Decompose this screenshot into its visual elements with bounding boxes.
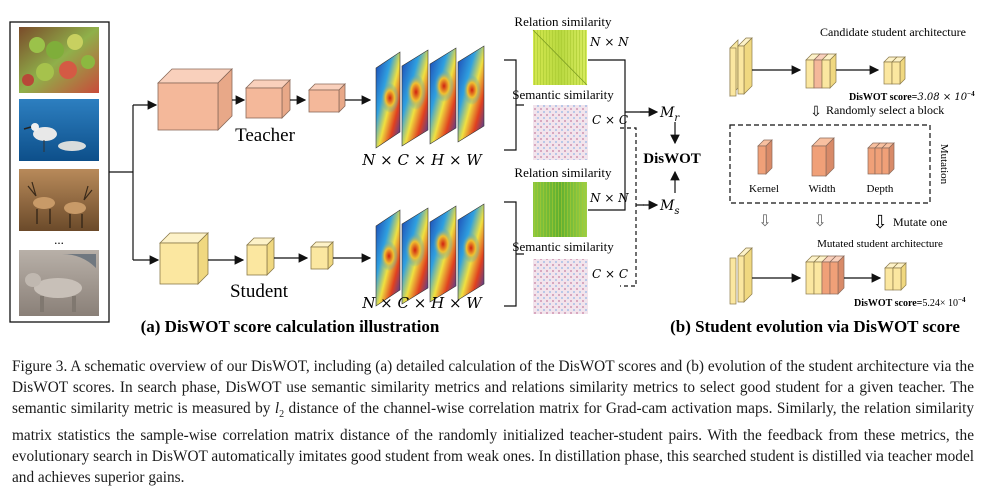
teacher-block-2 <box>245 79 291 119</box>
student-feature-maps <box>375 203 485 307</box>
candidate-architecture <box>729 37 906 97</box>
teacher-block-3 <box>308 83 346 113</box>
mutation-box <box>729 124 931 204</box>
relation-similarity-bottom-label: Relation similarity <box>514 165 612 180</box>
diswot-label: DisWOT <box>643 151 701 167</box>
teacher-bracket <box>504 59 524 151</box>
student-block-3 <box>310 241 334 270</box>
panel-b-title: (b) Student evolution via DisWOT score <box>670 317 960 336</box>
dog-photo-icon <box>19 250 99 316</box>
bird-photo-icon <box>19 99 99 161</box>
mutated-architecture <box>729 247 907 305</box>
nxn-top-label: N × N <box>589 35 629 49</box>
relation-connector <box>588 59 652 211</box>
score-top: DisWOT score=3.08 × 10−4 <box>849 90 975 103</box>
random-select-label: Randomly select a block <box>826 103 944 117</box>
image-ellipsis: ... <box>54 232 64 247</box>
kernel-block <box>757 139 773 175</box>
student-block-1 <box>159 232 209 285</box>
caption-part-1: Figure 3. A schematic overview of our Di… <box>12 358 974 417</box>
candidate-label: Candidate student architecture <box>820 25 966 39</box>
l2-symbol: l2 <box>274 400 285 421</box>
down-arrow-icon: ⇩ <box>810 105 822 120</box>
dashed-down-arrow-icon-1: ⇩ <box>758 213 771 230</box>
nxn-bottom-label: N × N <box>589 191 629 205</box>
depth-label: Depth <box>867 183 894 195</box>
teacher-block-1 <box>157 68 233 131</box>
depth-block <box>867 142 895 175</box>
cxc-bottom-label: C × C <box>592 267 628 281</box>
student-block-2 <box>246 237 275 276</box>
relation-map-bottom <box>533 182 587 237</box>
fruit-photo-icon <box>19 27 99 93</box>
dashed-down-arrow-icon-2: ⇩ <box>813 213 826 230</box>
panel-a-title: (a) DisWOT score calculation illustratio… <box>141 317 440 336</box>
cxc-top-label: C × C <box>592 113 628 127</box>
semantic-similarity-top-label: Semantic similarity <box>512 87 614 102</box>
solid-down-arrow-icon: ⇩ <box>872 212 887 232</box>
score-bottom: DisWOT score=5.24× 10−4 <box>854 296 966 309</box>
kernel-label: Kernel <box>749 183 779 195</box>
mutation-label: Mutation <box>938 144 950 185</box>
relation-map-top <box>532 29 588 86</box>
caption-part-2: distance of the channel-wise correlation… <box>12 400 974 487</box>
semantic-map-top <box>533 105 588 160</box>
student-feature-shape: N × C × H × W <box>361 294 483 312</box>
mr-symbol: Mr <box>659 105 680 124</box>
figure-diagram: ... Teacher N × C <box>9 14 975 336</box>
teacher-label: Teacher <box>235 125 296 146</box>
relation-similarity-top-label: Relation similarity <box>514 14 612 29</box>
semantic-map-bottom <box>533 259 588 314</box>
student-bracket <box>504 201 524 307</box>
teacher-feature-maps <box>375 45 485 149</box>
width-label: Width <box>808 183 836 195</box>
student-label: Student <box>230 281 289 302</box>
mutate-one-label: Mutate one <box>893 215 947 229</box>
deer-photo-icon <box>19 169 99 231</box>
figure-caption: Figure 3. A schematic overview of our Di… <box>12 356 974 488</box>
width-block <box>811 137 835 177</box>
mutated-label: Mutated student architecture <box>817 238 943 250</box>
semantic-similarity-bottom-label: Semantic similarity <box>512 239 614 254</box>
ms-symbol: Ms <box>659 198 679 217</box>
teacher-feature-shape: N × C × H × W <box>361 151 483 169</box>
